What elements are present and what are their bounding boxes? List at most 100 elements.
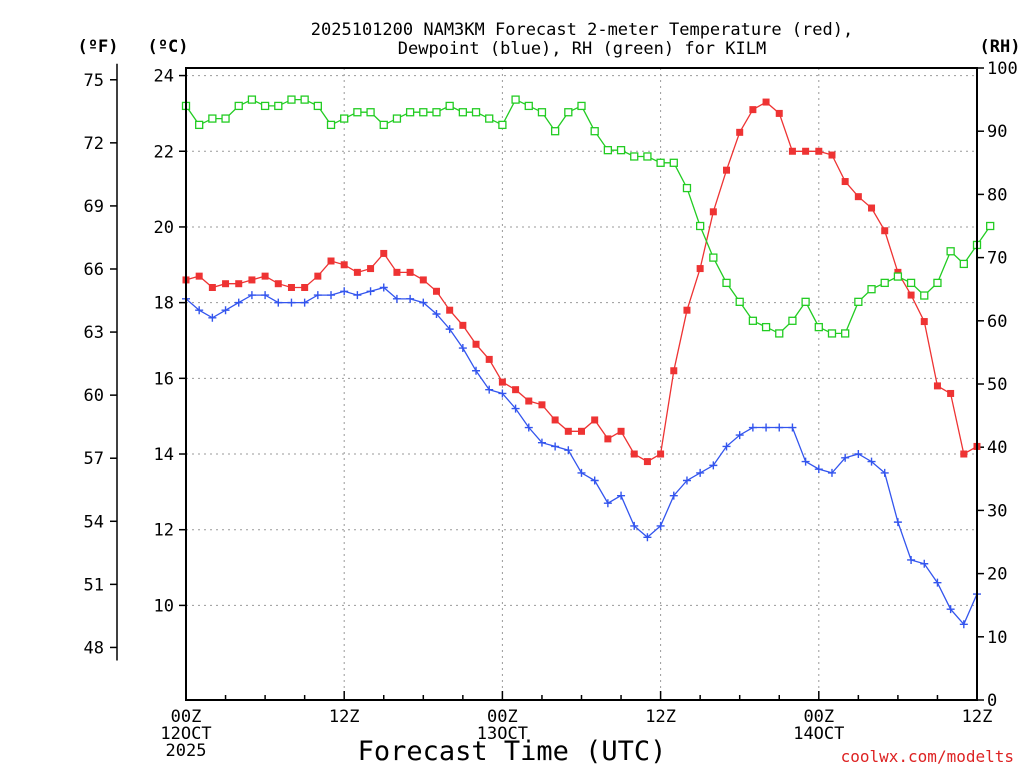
rh-point <box>537 108 547 117</box>
dewpoint-point <box>841 453 850 462</box>
temperature-point <box>525 397 533 405</box>
temperature-point <box>907 291 915 299</box>
dewpoint-point <box>234 298 243 307</box>
temperature-point <box>894 268 902 276</box>
temperature-point <box>261 272 269 280</box>
rh-point <box>326 120 336 130</box>
rh-point <box>801 297 810 306</box>
dewpoint-point <box>458 344 467 353</box>
rh-point <box>366 108 375 117</box>
series-2-meter-temperature <box>182 98 981 466</box>
temperature-point <box>419 276 427 284</box>
fahrenheit-tick-label: 60 <box>84 386 104 406</box>
fahrenheit-tick-label: 69 <box>84 197 104 217</box>
celsius-tick-label: 16 <box>154 369 174 389</box>
rh-point <box>735 297 744 306</box>
rh-point <box>906 278 916 288</box>
rh-point <box>893 272 903 281</box>
temperature-point <box>749 106 757 114</box>
series-rh <box>181 95 995 338</box>
rh-point <box>287 95 296 104</box>
temperature-point <box>340 261 348 269</box>
series-layer <box>181 95 995 629</box>
rh-tick-label: 30 <box>987 501 1007 521</box>
temperature-point <box>947 389 955 397</box>
temperature-point <box>367 265 375 273</box>
temperature-point <box>670 367 678 375</box>
temperature-point <box>353 268 361 276</box>
rh-point <box>630 152 639 161</box>
rh-point <box>775 329 784 338</box>
temperature-point <box>406 268 414 276</box>
dewpoint-point <box>946 605 955 614</box>
dewpoint-point <box>537 438 546 447</box>
dewpoint-point <box>933 578 942 587</box>
temperature-point <box>841 178 849 186</box>
dewpoint-point <box>419 298 428 307</box>
chart-title-line-2: Dewpoint (blue), RH (green) for KILM <box>398 39 766 59</box>
temperature-point <box>881 227 889 235</box>
temperature-point <box>736 128 744 136</box>
dewpoint-point <box>300 298 309 307</box>
dewpoint-point <box>788 423 797 432</box>
rh-point <box>696 221 705 231</box>
temperature-point <box>617 427 625 435</box>
rh-tick-label: 0 <box>987 691 997 711</box>
dewpoint-point <box>617 491 626 500</box>
dewpoint-point <box>366 287 375 296</box>
fahrenheit-tick-label: 57 <box>84 449 104 469</box>
rh-point <box>511 95 520 104</box>
temperature-point <box>498 378 506 386</box>
rh-point <box>379 120 388 130</box>
time-tick-label: 13OCT <box>477 724 528 744</box>
temperature-point <box>683 306 691 314</box>
dewpoint-point <box>406 294 415 303</box>
temperature-point <box>301 283 309 291</box>
rh-point <box>946 247 955 256</box>
rh-point <box>260 101 270 111</box>
temperature-point <box>472 340 480 348</box>
temperature-point <box>960 450 968 458</box>
rh-point <box>867 285 876 294</box>
rh-point <box>195 120 204 130</box>
temperature-point <box>933 382 941 390</box>
temperature-point <box>446 306 454 314</box>
rh-point <box>419 108 428 117</box>
dewpoint-point <box>722 442 731 451</box>
temperature-point <box>485 355 493 363</box>
rh-point <box>709 253 718 262</box>
temperature-point <box>314 272 322 280</box>
rh-point <box>761 322 771 332</box>
dewpoint-point <box>696 468 705 477</box>
temperature-point <box>696 265 704 273</box>
rh-tick-label: 80 <box>987 185 1007 205</box>
rh-point <box>788 316 797 325</box>
dewpoint-point <box>511 404 520 413</box>
dewpoint-point <box>551 442 560 451</box>
rh-point <box>656 158 665 167</box>
credit-text: coolwx.com/modelts <box>841 747 1014 766</box>
dewpoint-point <box>801 457 810 466</box>
time-tick-label: 12Z <box>645 707 676 727</box>
dewpoint-point <box>762 423 771 432</box>
rh-point <box>933 278 942 288</box>
dewpoint-point <box>893 518 902 527</box>
dewpoint-point <box>669 491 678 500</box>
rh-point <box>405 108 415 117</box>
dewpoint-point <box>524 423 533 432</box>
rh-point <box>682 183 692 193</box>
rh-point <box>669 158 678 167</box>
celsius-tick-label: 12 <box>154 521 174 541</box>
fahrenheit-tick-label: 48 <box>84 638 104 658</box>
celsius-tick-label: 10 <box>154 596 174 616</box>
dewpoint-point <box>221 306 230 315</box>
x-axis-label: Forecast Time (UTC) <box>358 736 667 767</box>
dewpoint-point <box>564 446 573 455</box>
dewpoint-point <box>630 521 639 530</box>
dewpoint-point <box>208 313 217 322</box>
rh-tick-label: 100 <box>987 59 1018 79</box>
rh-point <box>722 278 731 288</box>
dewpoint-point <box>261 291 270 300</box>
